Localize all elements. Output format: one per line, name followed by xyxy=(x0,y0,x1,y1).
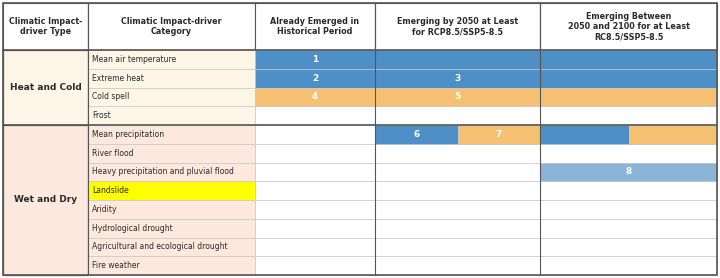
Bar xyxy=(88,181,255,200)
Text: 2: 2 xyxy=(312,74,318,83)
Bar xyxy=(255,69,375,88)
Bar xyxy=(540,88,717,106)
Bar xyxy=(375,181,540,200)
Bar xyxy=(88,237,255,256)
Text: Emerging by 2050 at Least
for RCP8.5/SSP5-8.5: Emerging by 2050 at Least for RCP8.5/SSP… xyxy=(397,17,518,36)
Text: 3: 3 xyxy=(454,74,461,83)
Bar xyxy=(255,163,375,181)
Bar xyxy=(88,219,255,237)
Text: Heat and Cold: Heat and Cold xyxy=(9,83,81,92)
Text: River flood: River flood xyxy=(92,149,133,158)
Bar xyxy=(375,106,540,125)
Bar xyxy=(375,125,540,144)
Bar xyxy=(540,163,717,181)
Text: 7: 7 xyxy=(495,130,502,139)
Bar xyxy=(375,69,540,88)
Bar xyxy=(375,50,540,69)
Bar xyxy=(3,3,88,50)
Bar xyxy=(375,88,540,106)
Bar xyxy=(88,106,255,125)
Bar xyxy=(540,69,717,88)
Text: Hydrological drought: Hydrological drought xyxy=(92,224,173,233)
Bar xyxy=(375,163,540,181)
Text: Extreme heat: Extreme heat xyxy=(92,74,144,83)
Bar xyxy=(88,200,255,219)
Bar xyxy=(375,3,540,50)
Bar xyxy=(457,125,540,144)
Bar xyxy=(540,125,629,144)
Bar xyxy=(375,200,540,219)
Bar xyxy=(255,50,375,69)
Bar xyxy=(3,50,88,125)
Bar xyxy=(375,69,540,88)
Bar xyxy=(88,50,255,69)
Bar xyxy=(255,237,375,256)
Text: Cold spell: Cold spell xyxy=(92,92,130,101)
Bar xyxy=(255,144,375,163)
Text: 5: 5 xyxy=(454,92,461,101)
Bar xyxy=(540,144,717,163)
Bar xyxy=(375,88,540,106)
Bar xyxy=(255,3,375,50)
Bar xyxy=(540,88,717,106)
Text: Heavy precipitation and pluvial flood: Heavy precipitation and pluvial flood xyxy=(92,167,234,176)
Bar xyxy=(88,163,255,181)
Bar xyxy=(255,125,375,144)
Bar xyxy=(88,88,255,106)
Bar xyxy=(255,106,375,125)
Bar xyxy=(375,125,457,144)
Text: Mean precipitation: Mean precipitation xyxy=(92,130,164,139)
Text: Aridity: Aridity xyxy=(92,205,117,214)
Bar xyxy=(540,237,717,256)
Bar xyxy=(540,3,717,50)
Bar xyxy=(255,88,375,106)
Bar xyxy=(540,200,717,219)
Bar xyxy=(540,163,717,181)
Bar xyxy=(88,144,255,163)
Bar xyxy=(255,200,375,219)
Bar xyxy=(540,50,717,69)
Bar xyxy=(375,144,540,163)
Text: 4: 4 xyxy=(312,92,318,101)
Bar xyxy=(375,50,717,69)
Bar xyxy=(375,237,540,256)
Bar xyxy=(629,125,717,144)
Text: 1: 1 xyxy=(312,55,318,64)
Text: 6: 6 xyxy=(413,130,419,139)
Bar xyxy=(255,219,375,237)
Bar xyxy=(540,69,717,88)
Bar xyxy=(540,181,717,200)
Bar xyxy=(88,3,255,50)
Bar xyxy=(375,219,540,237)
Text: 8: 8 xyxy=(626,167,631,176)
Bar xyxy=(88,256,255,275)
Bar xyxy=(540,125,717,144)
Text: Already Emerged in
Historical Period: Already Emerged in Historical Period xyxy=(271,17,359,36)
Text: Frost: Frost xyxy=(92,111,111,120)
Bar xyxy=(255,50,375,69)
Text: Climatic Impact-driver
Category: Climatic Impact-driver Category xyxy=(121,17,222,36)
Bar xyxy=(540,106,717,125)
Text: Fire weather: Fire weather xyxy=(92,261,140,270)
Text: Mean air temperature: Mean air temperature xyxy=(92,55,176,64)
Text: Agricultural and ecological drought: Agricultural and ecological drought xyxy=(92,242,228,251)
Bar xyxy=(255,69,375,88)
Bar xyxy=(3,125,88,275)
Bar xyxy=(540,256,717,275)
Bar xyxy=(255,256,375,275)
Bar xyxy=(255,181,375,200)
Text: Landslide: Landslide xyxy=(92,186,129,195)
Text: Wet and Dry: Wet and Dry xyxy=(14,195,77,205)
Bar xyxy=(540,219,717,237)
Text: Climatic Impact-
driver Type: Climatic Impact- driver Type xyxy=(9,17,82,36)
Bar xyxy=(88,125,255,144)
Bar xyxy=(255,88,375,106)
Bar xyxy=(88,69,255,88)
Text: Emerging Between
2050 and 2100 for at Least
RC8.5/SSP5-8.5: Emerging Between 2050 and 2100 for at Le… xyxy=(567,12,690,41)
Bar xyxy=(375,256,540,275)
